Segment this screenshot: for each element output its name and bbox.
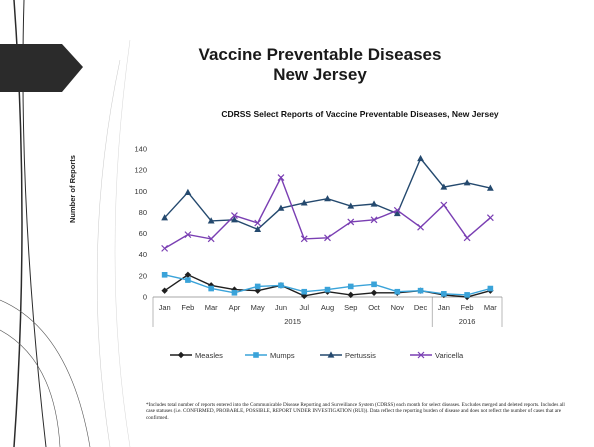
x-tick-label: Feb [461, 303, 474, 312]
varicella-data-point [300, 235, 308, 243]
measles-data-point [370, 289, 378, 296]
slide-title: Vaccine Preventable Diseases [198, 45, 442, 64]
varicella-data-point [161, 244, 169, 252]
pertussis-data-point [347, 202, 355, 209]
mumps-data-point [441, 291, 447, 297]
mumps-data-point [394, 288, 401, 295]
pertussis-data-point [440, 183, 448, 190]
decorative-curve [0, 329, 61, 447]
x-tick-label: Apr [229, 303, 241, 312]
pertussis-data-point [370, 200, 378, 207]
pertussis-data-point [486, 184, 494, 191]
legend-marker-varicella [417, 351, 425, 359]
varicella-data-point [324, 234, 331, 242]
legend-marker-measles [177, 351, 185, 359]
mumps-data-point [464, 292, 470, 298]
x-tick-label: Oct [368, 303, 381, 312]
x-tick-label: Sep [344, 303, 357, 312]
pertussis-data-point [254, 225, 262, 232]
x-tick-label: Mar [484, 303, 497, 312]
x-tick-label: Feb [181, 303, 194, 312]
decorative-curve [0, 299, 91, 447]
mumps-data-point [301, 288, 308, 295]
footnote: *Includes total number of reports entere… [146, 402, 565, 421]
chart-title: CDRSS Select Reports of Vaccine Preventa… [221, 109, 499, 119]
legend-label-pertussis: Pertussis [345, 351, 376, 360]
mumps-data-point [417, 287, 424, 294]
measles-data-point [184, 271, 192, 278]
varicella-data-point [440, 201, 448, 209]
mumps-data-point [254, 283, 261, 290]
mumps-data-point [278, 282, 284, 289]
pertussis-data-point [463, 179, 471, 186]
y-tick-label: 60 [139, 229, 147, 238]
pertussis-data-point [231, 216, 238, 223]
measles-data-point [347, 291, 354, 299]
varicella-data-point [417, 223, 424, 231]
pertussis-data-point [417, 154, 424, 162]
mumps-data-point [208, 285, 214, 292]
x-tick-label: Mar [205, 303, 218, 312]
varicella-data-point [184, 231, 192, 239]
x-tick-label: Dec [414, 303, 428, 312]
pertussis-data-point [277, 204, 285, 211]
x-tick-label: Jan [159, 303, 171, 312]
mumps-data-point [231, 289, 238, 296]
title-arrow-shape [0, 44, 83, 92]
x-tick-label: Jan [438, 303, 450, 312]
y-tick-label: 140 [134, 145, 147, 154]
pertussis-data-point [184, 188, 192, 195]
pertussis-data-point [207, 217, 215, 224]
y-tick-label: 80 [139, 208, 147, 217]
varicella-data-point [393, 206, 401, 214]
mumps-data-point [161, 272, 168, 278]
x-tick-label: Nov [391, 303, 405, 312]
mumps-data-point [487, 285, 494, 292]
decorative-curve [114, 39, 131, 447]
legend-label-measles: Measles [195, 351, 223, 360]
legend-label-mumps: Mumps [270, 351, 295, 360]
mumps-data-point [324, 286, 331, 293]
pertussis-data-point [161, 214, 169, 221]
slide-subtitle: New Jersey [273, 65, 367, 84]
mumps-data-point [347, 283, 354, 290]
pertussis-data-point [300, 199, 308, 206]
varicella-data-point [486, 214, 494, 222]
decorative-curve [96, 59, 121, 447]
measles-data-point [161, 287, 168, 294]
pertussis-series-line [164, 157, 491, 231]
y-tick-label: 0 [143, 293, 147, 302]
varicella-data-point [231, 212, 238, 220]
y-tick-label: 20 [139, 271, 147, 280]
varicella-data-point [277, 174, 285, 181]
y-tick-label: 100 [134, 187, 147, 196]
x-tick-label: May [251, 303, 265, 312]
year-label: 2016 [459, 317, 476, 326]
mumps-data-point [185, 277, 191, 283]
varicella-data-point [463, 234, 471, 242]
varicella-data-point [207, 235, 215, 243]
x-tick-label: Aug [321, 303, 334, 312]
y-tick-label: 120 [134, 166, 147, 175]
legend-marker-pertussis [327, 351, 335, 358]
mumps-data-point [371, 281, 377, 288]
legend-marker-mumps [253, 352, 259, 358]
varicella-data-point [370, 216, 378, 224]
x-tick-label: Jun [275, 303, 287, 312]
x-tick-label: Jul [299, 303, 309, 312]
pertussis-data-point [393, 209, 401, 217]
varicella-data-point [347, 218, 355, 226]
year-label: 2015 [284, 317, 301, 326]
pertussis-data-point [324, 195, 331, 202]
varicella-data-point [254, 219, 262, 227]
legend-label-varicella: Varicella [435, 351, 464, 360]
y-tick-label: 40 [139, 250, 147, 259]
